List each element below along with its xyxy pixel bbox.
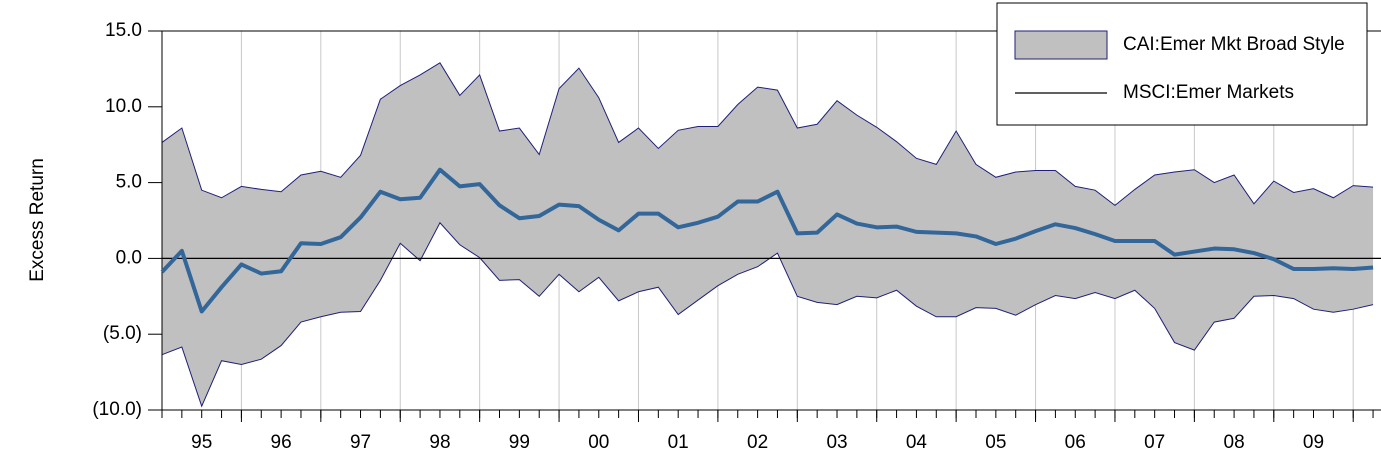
range-upper — [161, 62, 1374, 206]
x-tick-label: 04 — [906, 432, 928, 453]
x-tick-label: 05 — [985, 432, 1006, 453]
y-tick-label: 10.0 — [105, 96, 142, 117]
x-tick-label: 02 — [747, 432, 768, 453]
x-tick-label: 95 — [191, 432, 212, 453]
range-lower — [161, 221, 1374, 408]
legend-box — [996, 2, 1368, 126]
legend: CAI:Emer Mkt Broad Style MSCI:Emer Market… — [996, 2, 1368, 126]
y-tick-label: (10.0) — [92, 399, 142, 420]
y-tick-label: 0.0 — [116, 247, 142, 268]
legend-swatch — [1014, 30, 1108, 60]
legend-label: CAI:Emer Mkt Broad Style — [1123, 34, 1345, 55]
x-tick-label: 00 — [588, 432, 609, 453]
x-tick-label: 07 — [1144, 432, 1165, 453]
x-tick-label: 06 — [1065, 432, 1086, 453]
range-area — [162, 62, 1374, 407]
x-tick-label: 01 — [668, 432, 689, 453]
y-tick-label: 15.0 — [105, 20, 142, 41]
y-tick-label: (5.0) — [103, 323, 142, 344]
x-tick-label: 99 — [509, 432, 530, 453]
series-line — [160, 167, 1374, 314]
x-tick-label: 96 — [271, 432, 292, 453]
x-tick-label: 97 — [350, 432, 371, 453]
x-tick-label: 09 — [1303, 432, 1324, 453]
x-tick-label: 08 — [1224, 432, 1245, 453]
x-tick-label: 03 — [826, 432, 847, 453]
legend-label: MSCI:Emer Markets — [1123, 82, 1294, 103]
y-tick-label: 5.0 — [116, 172, 142, 193]
y-axis-label: Excess Return — [27, 158, 48, 282]
x-tick-label: 98 — [429, 432, 450, 453]
